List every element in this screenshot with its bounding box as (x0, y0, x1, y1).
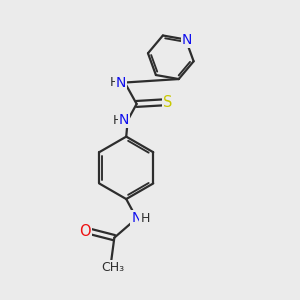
Text: N: N (131, 212, 142, 225)
Text: CH₃: CH₃ (101, 261, 124, 274)
Text: H: H (112, 114, 122, 127)
Text: N: N (116, 76, 126, 89)
Text: S: S (163, 95, 172, 110)
Text: N: N (119, 113, 129, 127)
Text: H: H (110, 76, 119, 89)
Text: N: N (182, 32, 192, 46)
Text: H: H (140, 212, 150, 225)
Text: O: O (80, 224, 91, 239)
